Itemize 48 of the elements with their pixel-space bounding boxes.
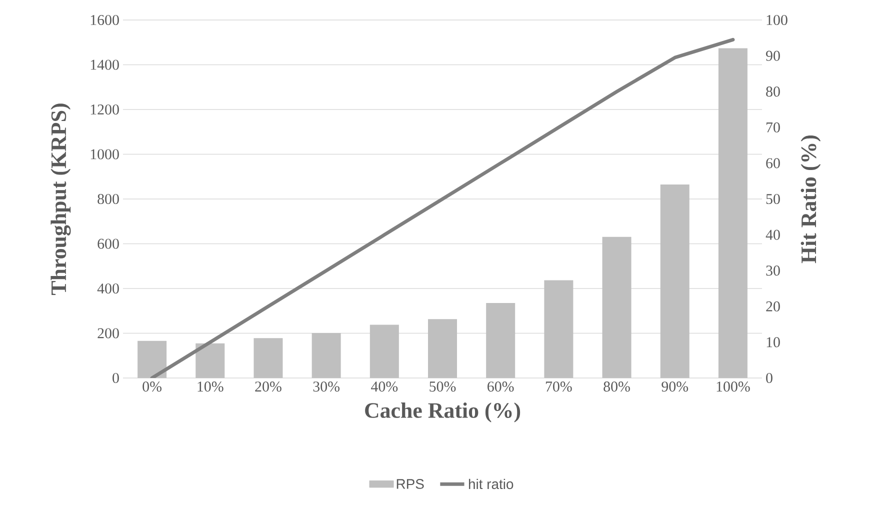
y-tick-label: 1200 bbox=[90, 104, 119, 115]
y2-tick-label: 20 bbox=[766, 301, 780, 312]
y2-tick-label: 30 bbox=[766, 266, 780, 276]
bar bbox=[428, 319, 458, 378]
bar bbox=[138, 340, 167, 378]
y-tick-label: 600 bbox=[98, 238, 119, 249]
bar bbox=[312, 333, 341, 378]
x-tick-label: 70% bbox=[546, 382, 572, 392]
x-tick-label: 80% bbox=[604, 382, 630, 392]
y-tick-label: 200 bbox=[98, 328, 119, 338]
y2-tick-label: 60 bbox=[766, 158, 780, 168]
y-tick-label: 1000 bbox=[90, 149, 119, 160]
bar bbox=[718, 48, 748, 378]
bar bbox=[486, 303, 516, 378]
y-tick-label: 1600 bbox=[90, 14, 119, 26]
y-tick-label: 1400 bbox=[90, 60, 119, 70]
x-tick-label: 20% bbox=[255, 382, 282, 392]
x-tick-label: 90% bbox=[662, 382, 688, 392]
y-tick-label: 0 bbox=[112, 372, 119, 384]
bar bbox=[254, 338, 283, 378]
x-tick-label: 40% bbox=[371, 382, 398, 392]
x-tick-label: 50% bbox=[430, 382, 456, 392]
y-tick-label: 800 bbox=[98, 194, 119, 204]
y2-tick-label: 0 bbox=[766, 372, 772, 384]
y2-tick-label: 100 bbox=[766, 14, 788, 26]
x-tick-label: 10% bbox=[198, 382, 224, 392]
y2-tick-label: 40 bbox=[766, 230, 780, 240]
y2-tick-label: 90 bbox=[766, 50, 780, 61]
y2-tick-label: 80 bbox=[766, 86, 780, 97]
y2-axis-title: Hit Ratio (%) bbox=[800, 135, 821, 264]
bar bbox=[544, 280, 574, 378]
y2-tick-label: 10 bbox=[766, 337, 780, 348]
y-tick-label: 400 bbox=[97, 283, 119, 294]
y2-tick-label: 50 bbox=[766, 194, 780, 204]
bar bbox=[370, 324, 399, 378]
bar bbox=[196, 343, 225, 378]
x-tick-label: 0% bbox=[142, 382, 162, 392]
y2-tick-label: 70 bbox=[766, 122, 780, 132]
x-tick-label: 100% bbox=[716, 382, 750, 392]
bar bbox=[602, 236, 632, 378]
legend-label: RPS bbox=[396, 479, 424, 489]
x-tick-label: 60% bbox=[488, 382, 514, 392]
line-series bbox=[150, 38, 735, 378]
bar bbox=[660, 184, 690, 378]
x-axis-title: Cache Ratio (%) bbox=[365, 402, 520, 422]
x-tick-label: 30% bbox=[313, 382, 340, 392]
legend-label: hit ratio bbox=[468, 478, 514, 490]
y-axis-title: Throughput (KRPS) bbox=[50, 104, 71, 295]
